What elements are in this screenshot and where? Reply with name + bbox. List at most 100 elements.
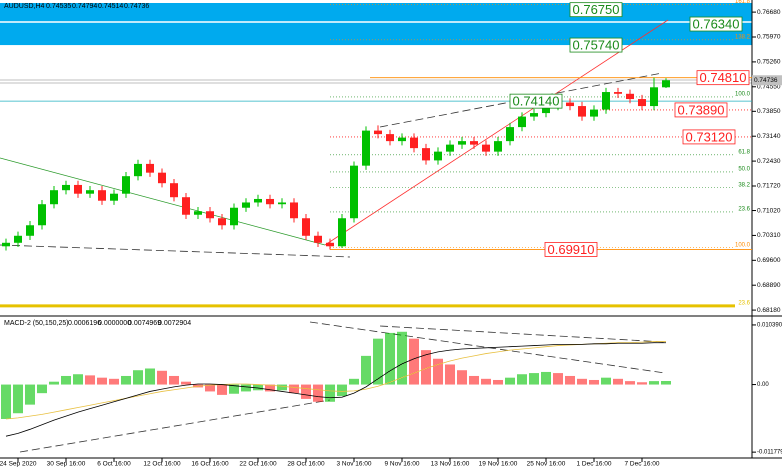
x-tick-label: 6 Oct 16:00 — [97, 461, 131, 468]
y-tick-label: 0.74550 — [757, 84, 781, 91]
candle-body — [122, 176, 130, 194]
candle-body — [566, 102, 574, 107]
candle-body — [278, 202, 286, 205]
level-box — [509, 93, 563, 109]
candle-body — [134, 163, 142, 177]
level-box — [569, 37, 623, 53]
y-tick-label: 0.70310 — [757, 232, 781, 239]
candle-body — [38, 204, 46, 226]
candle-body — [86, 190, 94, 194]
candle-body — [614, 92, 622, 94]
candle-body — [530, 113, 538, 117]
header-low: 0.74514 — [98, 3, 123, 10]
candle-body — [626, 93, 634, 100]
candle-body — [590, 109, 598, 117]
level-label: 0.74140 — [513, 94, 560, 109]
band-layer — [0, 3, 752, 46]
candle-body — [422, 148, 430, 161]
candle-body — [14, 235, 22, 243]
macd-line — [5, 342, 667, 437]
fib-label: 61.8 — [738, 149, 750, 155]
level-box — [682, 129, 736, 145]
x-tick-label: 19 Nov 16:00 — [479, 461, 518, 468]
candle-body — [446, 144, 454, 152]
candle-body — [398, 137, 406, 142]
resistance-band — [0, 3, 752, 46]
level-label: 0.74810 — [700, 70, 747, 85]
fib-label: 161.8 — [735, 0, 751, 5]
candle-body — [302, 218, 310, 236]
fib-label: 50.0 — [738, 167, 750, 173]
candle-body — [338, 218, 346, 247]
trend-line — [0, 244, 351, 258]
macd-header-value: 0.0000000 — [98, 320, 131, 327]
bid-label: 0.74736 — [754, 77, 778, 84]
x-tick-label: 13 Nov 16:00 — [431, 461, 470, 468]
candle-body — [290, 202, 298, 219]
candle-body — [482, 144, 490, 152]
candle-body — [386, 134, 394, 142]
level-box — [689, 16, 743, 32]
candle-body — [374, 130, 382, 135]
fib-label: 138.2 — [735, 34, 751, 40]
candle-body — [74, 184, 82, 194]
candle-body — [434, 151, 442, 161]
candle-body — [254, 198, 262, 203]
candle-body — [98, 190, 106, 201]
candle-body — [506, 127, 514, 142]
x-tick-label: 12 Oct 16:00 — [143, 461, 181, 468]
candle-body — [170, 183, 178, 198]
x-tick-label: 3 Nov 16:00 — [336, 461, 371, 468]
y-tick-label: 0.71020 — [757, 207, 781, 214]
fib-label: 23.6 — [738, 300, 750, 306]
candle-body — [362, 130, 370, 166]
x-tick-label: 24 Sep 2020 — [0, 461, 37, 468]
y-tick-label: 0.72430 — [757, 158, 781, 165]
level-label: 0.73890 — [678, 102, 725, 117]
y-tick-label: 0.73850 — [757, 108, 781, 115]
candle-body — [194, 211, 202, 215]
candle-body — [602, 92, 610, 110]
candle-body — [662, 80, 670, 88]
y-tick-label: 0.68180 — [757, 307, 781, 314]
x-tick-label: 9 Nov 16:00 — [384, 461, 419, 468]
fib-label: 100.0 — [735, 92, 751, 98]
y-tick-label: 0.76680 — [757, 9, 781, 16]
candle-body — [230, 207, 238, 226]
candle-body — [542, 106, 550, 114]
fib-label: 38.2 — [738, 182, 750, 188]
y-tick-label: 0.75260 — [757, 59, 781, 66]
candle-body — [350, 165, 358, 219]
trend-line — [0, 157, 326, 246]
macd-line — [5, 341, 667, 420]
header-high: 0.74794 — [72, 3, 97, 10]
y-tick-label: 0.71720 — [757, 183, 781, 190]
candle-body — [206, 211, 214, 219]
level-label: 0.75740 — [573, 38, 620, 53]
candle-body — [110, 193, 118, 201]
candle-body — [266, 198, 274, 205]
y-tick-label: 0.00 — [757, 382, 769, 388]
macd-header-value: 0.0074969 — [128, 320, 161, 327]
x-tick-label: 22 Oct 16:00 — [239, 461, 277, 468]
trend-line — [324, 19, 669, 246]
macd-header-value: 0.0006196 — [68, 320, 101, 327]
level-box — [544, 242, 598, 257]
header-open: 0.74535 — [46, 3, 71, 10]
y-tick-label: 0.0103904 — [757, 323, 782, 329]
candle-body — [50, 190, 58, 205]
candle-body — [410, 137, 418, 149]
macd-title: MACD-2 (50,150,25) — [4, 320, 69, 327]
level-box — [674, 102, 728, 118]
level-label: 0.73120 — [686, 129, 733, 144]
level-box — [569, 2, 623, 18]
x-tick-label: 7 Dec 16:00 — [624, 461, 659, 468]
y-tick-label: 0.68890 — [757, 282, 781, 289]
candle-body — [518, 116, 526, 128]
level-label: 0.76750 — [573, 2, 620, 17]
candle-body — [650, 87, 658, 107]
level-label: 0.69910 — [548, 242, 595, 257]
bid-box — [752, 75, 782, 86]
